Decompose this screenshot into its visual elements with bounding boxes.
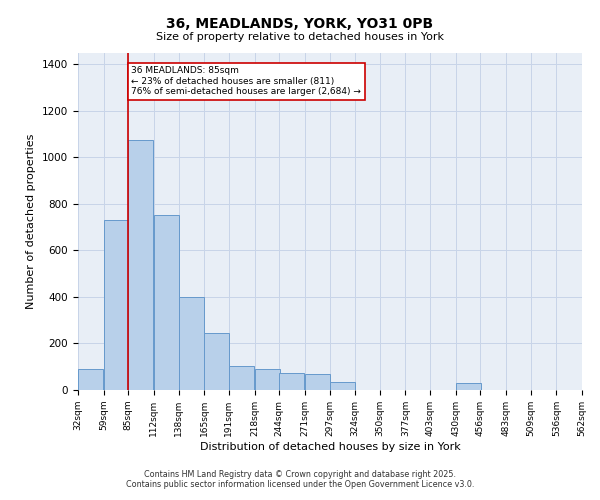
Text: 36 MEADLANDS: 85sqm
← 23% of detached houses are smaller (811)
76% of semi-detac: 36 MEADLANDS: 85sqm ← 23% of detached ho… (131, 66, 361, 96)
Bar (154, 216, 179, 390)
Bar (456, 383, 481, 390)
Bar (179, 297, 204, 390)
Bar (204, 333, 229, 390)
Bar (229, 366, 254, 390)
Text: Size of property relative to detached houses in York: Size of property relative to detached ho… (156, 32, 444, 42)
Bar (78, 369, 103, 390)
Text: Contains HM Land Registry data © Crown copyright and database right 2025.
Contai: Contains HM Land Registry data © Crown c… (126, 470, 474, 489)
X-axis label: Distribution of detached houses by size in York: Distribution of detached houses by size … (200, 442, 460, 452)
Text: 36, MEADLANDS, YORK, YO31 0PB: 36, MEADLANDS, YORK, YO31 0PB (166, 18, 434, 32)
Bar (254, 369, 280, 390)
Bar (104, 220, 129, 390)
Bar (305, 374, 330, 390)
Bar (128, 140, 154, 390)
Y-axis label: Number of detached properties: Number of detached properties (26, 134, 37, 309)
Bar (329, 382, 355, 390)
Bar (279, 372, 304, 390)
